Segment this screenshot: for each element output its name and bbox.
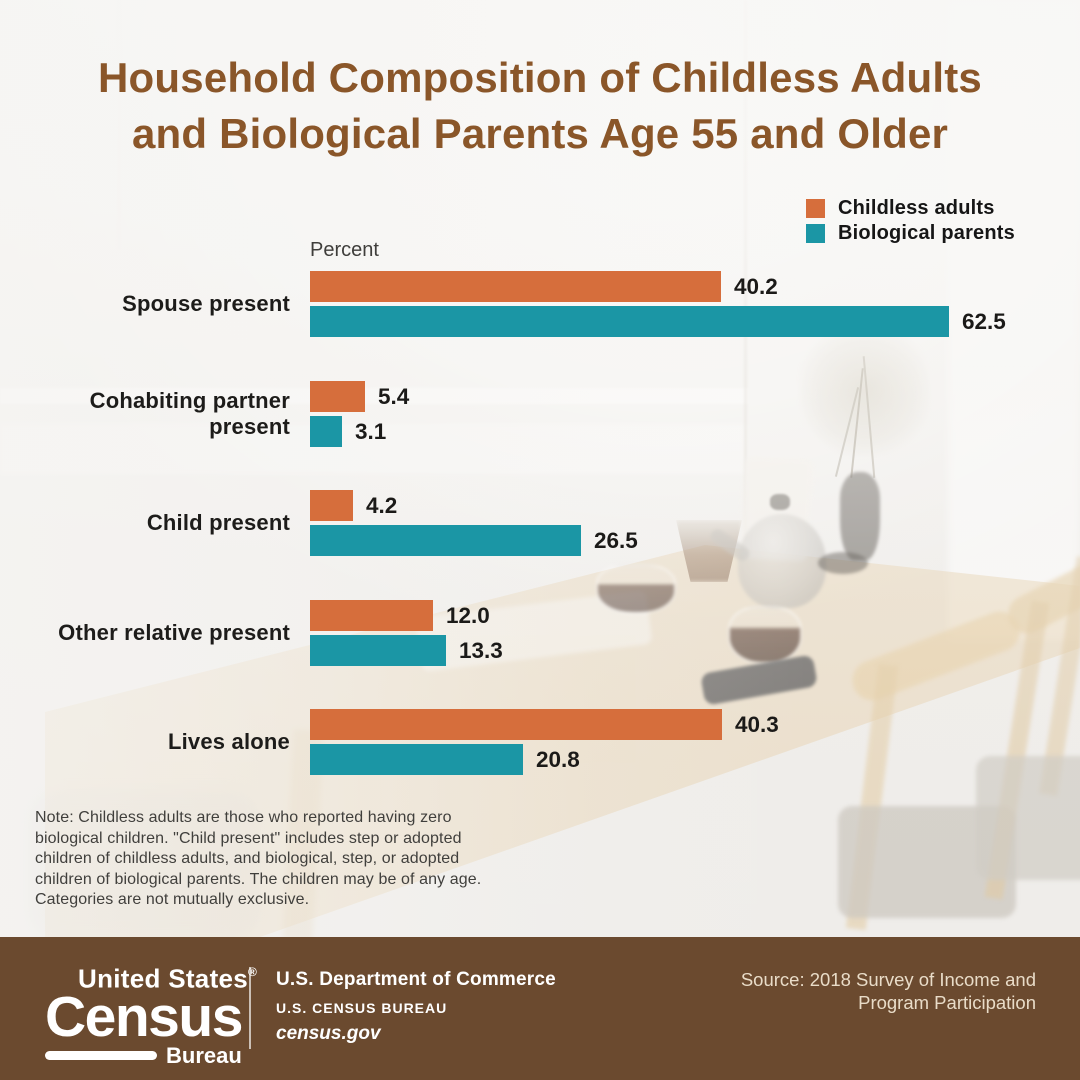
chart-row-3: Child present 4.2 26.5: [0, 490, 1080, 556]
value-label: 20.8: [536, 746, 580, 772]
bar-childless-adults: [310, 490, 353, 521]
chart-row-2: Cohabiting partner present 5.4 3.1: [0, 381, 1080, 447]
value-label: 40.3: [735, 711, 779, 737]
value-label: 12.0: [446, 602, 490, 628]
bar-childless-adults: [310, 600, 433, 631]
value-label: 13.3: [459, 637, 503, 663]
census-gov-link[interactable]: census.gov: [276, 1023, 381, 1044]
logo-bureau-text: Bureau: [166, 1042, 242, 1068]
bar-childless-adults: [310, 271, 721, 302]
note-text: Note: Childless adults are those who rep…: [35, 809, 482, 909]
logo-underline-bar: [45, 1051, 157, 1061]
chart-row-4: Other relative present 12.0 13.3: [0, 600, 1080, 666]
category-label: Other relative present: [58, 620, 290, 646]
category-label: Cohabiting partner present: [89, 388, 290, 439]
department-block: U.S. Department of Commerce U.S. CENSUS …: [276, 969, 556, 1045]
footer-divider: [249, 967, 251, 1049]
bar-biological-parents: [310, 635, 446, 666]
category-label: Lives alone: [167, 729, 290, 755]
footer-bar: United States® Census Bureau U.S. Depart…: [0, 937, 1080, 1080]
bar-biological-parents: [310, 416, 342, 447]
bar-childless-adults: [310, 709, 722, 740]
source-line-2: Program Participation: [858, 992, 1036, 1013]
bar-biological-parents: [310, 744, 523, 775]
source-citation: Source: 2018 Survey of Income and Progra…: [741, 968, 1036, 1014]
bar-childless-adults: [310, 381, 365, 412]
value-label: 3.1: [355, 418, 387, 444]
us-census-bureau: U.S. CENSUS BUREAU: [276, 1000, 448, 1016]
value-label: 5.4: [378, 383, 410, 409]
category-label: Spouse present: [122, 291, 290, 317]
value-label: 62.5: [962, 308, 1006, 334]
value-label: 40.2: [734, 273, 778, 299]
department-of-commerce: U.S. Department of Commerce: [276, 969, 556, 990]
census-bureau-logo: United States® Census Bureau: [45, 961, 260, 1069]
logo-census-wordmark: Census: [45, 984, 243, 1049]
value-label: 4.2: [366, 492, 398, 518]
bar-biological-parents: [310, 525, 581, 556]
bar-biological-parents: [310, 306, 949, 337]
chart-row-5: Lives alone 40.3 20.8: [0, 709, 1080, 775]
category-label: Child present: [146, 510, 290, 536]
source-line-1: Source: 2018 Survey of Income and: [740, 969, 1036, 990]
chart-row-1: Spouse present 40.2 62.5: [0, 271, 1080, 337]
value-label: 26.5: [594, 527, 638, 553]
